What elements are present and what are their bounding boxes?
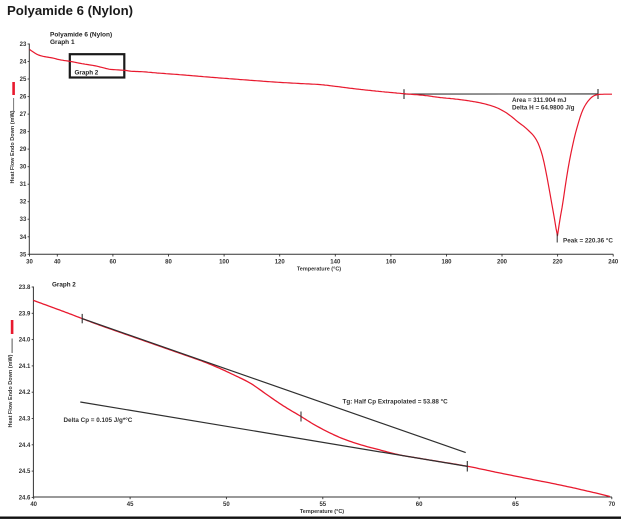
svg-text:32: 32: [20, 200, 27, 206]
svg-text:60: 60: [416, 502, 423, 508]
svg-text:100: 100: [219, 260, 230, 266]
svg-text:60: 60: [110, 260, 117, 266]
svg-text:Graph 1: Graph 1: [50, 39, 75, 46]
svg-text:30: 30: [20, 165, 27, 171]
svg-text:23.9: 23.9: [19, 311, 31, 317]
svg-text:Area = 311.904 mJ: Area = 311.904 mJ: [512, 97, 567, 104]
svg-text:Graph 2: Graph 2: [52, 282, 76, 289]
svg-text:23: 23: [20, 42, 27, 48]
svg-text:40: 40: [54, 260, 61, 266]
svg-text:80: 80: [165, 260, 172, 266]
svg-text:Heat Flow Endo Down (mW): Heat Flow Endo Down (mW): [8, 354, 14, 427]
svg-text:34: 34: [20, 235, 27, 241]
svg-text:55: 55: [319, 502, 326, 508]
svg-text:24.3: 24.3: [19, 417, 31, 423]
svg-text:Delta Cp = 0.105 J/g*°C: Delta Cp = 0.105 J/g*°C: [64, 416, 133, 424]
svg-text:70: 70: [608, 502, 615, 508]
svg-text:26: 26: [20, 95, 27, 101]
svg-text:50: 50: [223, 502, 230, 508]
svg-text:24.5: 24.5: [19, 469, 31, 475]
svg-text:Tg: Half Cp Extrapolated = 53.: Tg: Half Cp Extrapolated = 53.88 °C: [343, 398, 449, 406]
svg-text:40: 40: [30, 502, 37, 508]
svg-text:23.8: 23.8: [19, 285, 31, 291]
svg-text:180: 180: [441, 260, 452, 266]
svg-text:24.4: 24.4: [19, 443, 31, 449]
svg-text:24.0: 24.0: [19, 338, 31, 344]
svg-text:27: 27: [20, 112, 27, 118]
svg-text:24.2: 24.2: [19, 390, 31, 396]
svg-text:220: 220: [553, 260, 564, 266]
svg-text:240: 240: [608, 260, 619, 266]
svg-text:33: 33: [20, 217, 27, 223]
svg-text:160: 160: [386, 260, 397, 266]
svg-text:65: 65: [512, 502, 519, 508]
svg-text:45: 45: [127, 502, 134, 508]
svg-text:Polyamide 6 (Nylon): Polyamide 6 (Nylon): [50, 32, 112, 39]
svg-text:29: 29: [20, 147, 27, 153]
svg-text:120: 120: [275, 260, 286, 266]
svg-text:Delta H = 64.9800 J/g: Delta H = 64.9800 J/g: [512, 104, 575, 111]
svg-text:35: 35: [20, 252, 27, 258]
svg-text:25: 25: [20, 77, 27, 83]
svg-text:Graph 2: Graph 2: [75, 70, 99, 77]
svg-text:30: 30: [26, 260, 33, 266]
svg-text:24.6: 24.6: [19, 495, 31, 501]
svg-text:24: 24: [20, 60, 27, 66]
svg-text:28: 28: [20, 130, 27, 136]
svg-text:24.1: 24.1: [19, 364, 31, 370]
svg-text:200: 200: [497, 260, 508, 266]
svg-text:Heat Flow Endo Down (mW): Heat Flow Endo Down (mW): [10, 110, 16, 183]
svg-text:140: 140: [330, 260, 341, 266]
svg-text:Temperature (°C): Temperature (°C): [297, 267, 341, 273]
svg-text:Temperature (°C): Temperature (°C): [300, 509, 344, 515]
svg-text:Peak = 220.36 °C: Peak = 220.36 °C: [563, 237, 613, 245]
svg-text:31: 31: [20, 182, 27, 188]
